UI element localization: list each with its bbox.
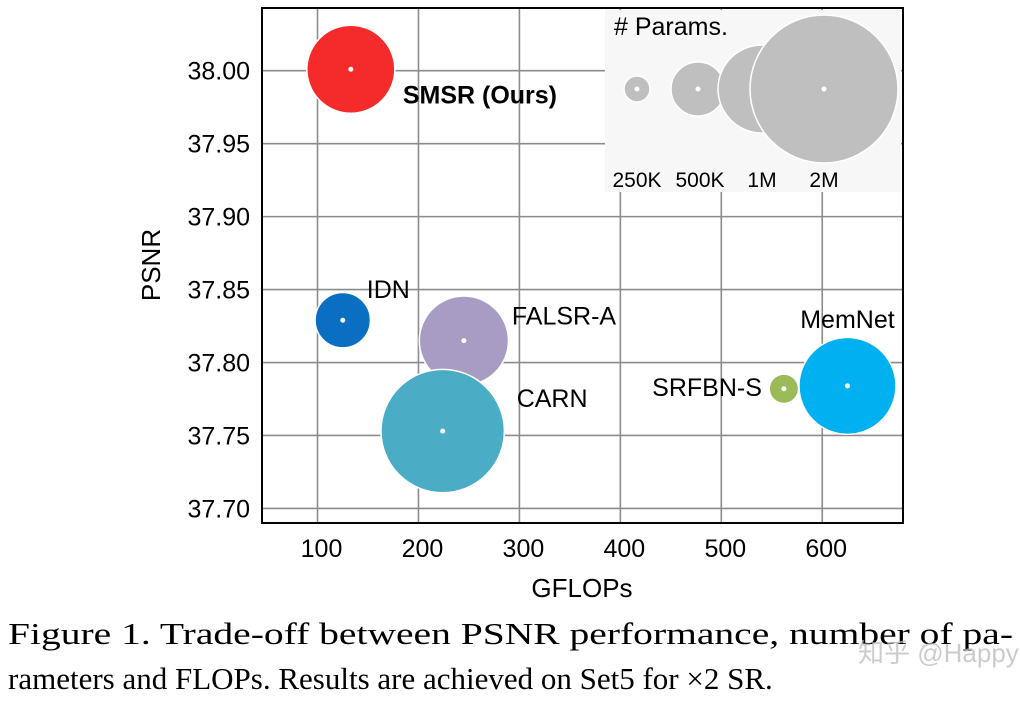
bubble-label: SRFBN-S	[652, 374, 762, 402]
y-axis-label: PSNR	[136, 229, 166, 301]
legend-label: 2M	[809, 169, 838, 192]
caption-line-2: rameters and FLOPs. Results are achieved…	[8, 661, 773, 696]
x-tick-label: 500	[704, 535, 746, 563]
y-tick-label: 37.75	[187, 422, 250, 450]
bubble-center	[348, 66, 354, 72]
y-tick-label: 38.00	[187, 58, 250, 86]
bubble-center	[461, 338, 467, 344]
x-tick-label: 300	[503, 535, 545, 563]
legend-bubble-center	[634, 86, 640, 92]
legend-label: 1M	[747, 169, 776, 192]
y-tick-label: 37.90	[187, 204, 250, 232]
bubble-center	[781, 386, 787, 392]
legend-label: 250K	[612, 169, 661, 192]
caption-line-1: Figure 1. Trade-off between PSNR perform…	[8, 616, 1013, 651]
x-axis-label: GFLOPs	[531, 573, 632, 603]
bubble-label: CARN	[517, 385, 588, 413]
bubble-center	[844, 383, 850, 389]
bubbles: SMSR (Ours) IDN FALSR-A CARN SRFBN-S MemNet	[306, 24, 897, 494]
bubble-center	[340, 317, 346, 323]
plot-frame	[261, 7, 904, 524]
y-tick-label: 37.85	[187, 277, 250, 305]
y-tick-label: 37.80	[187, 350, 250, 378]
x-tick-label: 400	[603, 535, 645, 563]
y-tick-label: 37.95	[187, 131, 250, 159]
bubble-label: SMSR (Ours)	[403, 81, 557, 109]
bubble-label: FALSR-A	[512, 303, 617, 331]
bubble-label: MemNet	[800, 306, 895, 334]
legend-bubble-center	[821, 86, 827, 92]
legend-bubble-center	[695, 86, 701, 92]
legend-title: # Params.	[614, 13, 728, 41]
legend-label: 500K	[675, 169, 724, 192]
tick-labels: 100 200 300 400 500 600 37.70 37.75 37.80 37.85 37…	[187, 58, 847, 563]
x-tick-label: 100	[301, 535, 343, 563]
y-tick-label: 37.70	[187, 495, 250, 523]
x-tick-label: 200	[402, 535, 444, 563]
bubble-center	[440, 428, 446, 434]
x-tick-label: 600	[805, 535, 847, 563]
bubble-label: IDN	[367, 276, 410, 304]
watermark: 知乎 @Happy	[858, 638, 1019, 668]
legend: # Params. 250K 500K 1M 2M	[605, 10, 901, 192]
